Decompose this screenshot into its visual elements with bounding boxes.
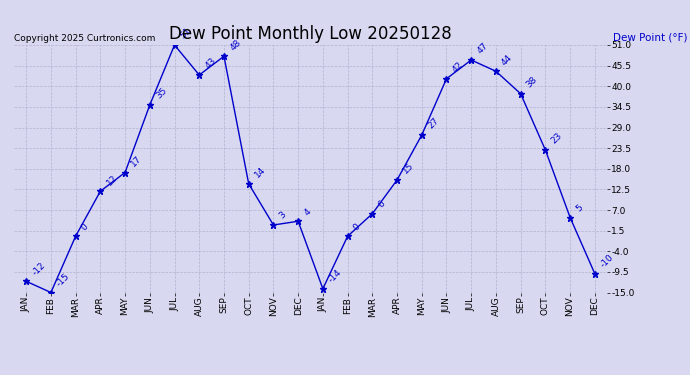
Text: 4: 4	[302, 207, 313, 217]
Text: -14: -14	[327, 268, 344, 285]
Text: 17: 17	[129, 154, 144, 168]
Text: 48: 48	[228, 38, 243, 52]
Text: -12: -12	[30, 260, 47, 277]
Text: Copyright 2025 Curtronics.com: Copyright 2025 Curtronics.com	[14, 33, 155, 42]
Text: -10: -10	[599, 253, 615, 270]
Text: 47: 47	[475, 41, 490, 56]
Text: 42: 42	[451, 60, 465, 75]
Text: 51: 51	[179, 26, 193, 41]
Text: 0: 0	[80, 222, 90, 232]
Title: Dew Point Monthly Low 20250128: Dew Point Monthly Low 20250128	[169, 26, 452, 44]
Text: 27: 27	[426, 116, 440, 131]
Text: 5: 5	[574, 203, 584, 213]
Text: 35: 35	[154, 86, 168, 101]
Text: Dew Point (°F): Dew Point (°F)	[613, 33, 688, 42]
Text: 44: 44	[500, 53, 515, 67]
Text: 3: 3	[277, 210, 288, 221]
Text: 38: 38	[525, 75, 540, 90]
Text: 23: 23	[549, 131, 564, 146]
Text: 0: 0	[352, 222, 362, 232]
Text: 14: 14	[253, 165, 267, 180]
Text: -15: -15	[55, 272, 72, 288]
Text: 43: 43	[204, 56, 218, 71]
Text: 12: 12	[104, 172, 119, 187]
Text: 15: 15	[401, 161, 415, 176]
Text: 6: 6	[377, 199, 387, 210]
